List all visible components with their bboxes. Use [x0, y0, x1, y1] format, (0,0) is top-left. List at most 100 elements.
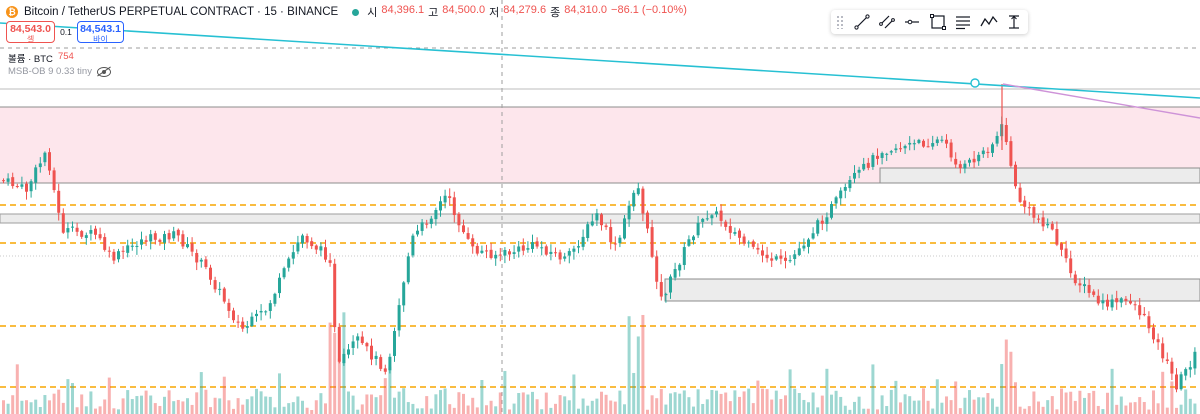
volume-bar — [181, 401, 185, 414]
buy-button[interactable]: 84,543.1 바이 — [77, 21, 124, 44]
symbol-title[interactable]: Bitcoin / TetherUS PERPETUAL CONTRACT · … — [24, 6, 339, 18]
volume-bar — [291, 402, 295, 414]
volume-bar — [945, 396, 948, 414]
trend-line-icon[interactable] — [850, 11, 873, 33]
volume-bar — [34, 399, 38, 414]
candle-body — [586, 224, 590, 239]
drag-handle-icon[interactable] — [836, 15, 844, 29]
candle-body — [172, 231, 176, 239]
price-change: −86.1 (−0.10%) — [611, 4, 687, 16]
volume-bar — [29, 402, 33, 414]
volume-bar — [153, 403, 157, 414]
candle-body — [273, 293, 277, 304]
volume-bars — [2, 312, 1197, 414]
volume-bar — [857, 396, 861, 414]
candle-body — [595, 213, 599, 221]
candle-body — [333, 263, 337, 328]
candle-body — [1188, 367, 1192, 370]
volume-bar — [2, 400, 5, 414]
volume-bar — [641, 314, 645, 414]
volume-bar — [66, 379, 70, 414]
candle-body — [227, 302, 231, 311]
volume-bar — [853, 401, 856, 414]
price-range-icon[interactable] — [1003, 11, 1026, 33]
volume-bar — [466, 405, 470, 414]
candle-body — [899, 148, 902, 150]
candle-body — [347, 349, 350, 355]
volume-bar — [701, 403, 705, 414]
volume-bar — [57, 389, 61, 414]
volume-bar — [222, 376, 226, 414]
candle-body — [590, 221, 594, 226]
candle-body — [379, 357, 383, 369]
volume-bar — [632, 372, 636, 414]
candle-body — [406, 256, 410, 283]
volume-bar — [296, 396, 300, 414]
candle-body — [816, 220, 820, 234]
volume-bar — [949, 400, 953, 414]
candle-body — [554, 252, 557, 254]
horizontal-ray-icon[interactable] — [901, 11, 924, 33]
candle-body — [655, 256, 659, 282]
candle-body — [420, 222, 424, 231]
volume-bar — [876, 409, 879, 414]
volume-bar — [494, 406, 498, 414]
volume-bar — [172, 401, 176, 414]
candle-body — [52, 170, 56, 191]
hidden-eye-icon[interactable] — [96, 66, 111, 77]
volume-bar — [770, 399, 774, 414]
rectangle-icon[interactable] — [926, 11, 949, 33]
parallel-channel-icon[interactable] — [875, 11, 898, 33]
volume-bar — [314, 400, 318, 414]
candle-body — [6, 178, 10, 182]
violet-line — [1002, 83, 1200, 119]
candle-body — [439, 201, 442, 211]
sell-button[interactable]: 84,543.0 셀 — [6, 21, 55, 44]
volume-bar — [517, 393, 521, 414]
volume-bar — [38, 407, 42, 414]
indicator-volume[interactable]: 볼륨 · BTC 754 — [8, 51, 74, 65]
candle-body — [1138, 305, 1142, 316]
volume-bar — [1000, 364, 1004, 414]
candle-body — [144, 240, 148, 242]
volume-bar — [963, 397, 967, 414]
volume-bar — [195, 392, 199, 414]
candle-body — [94, 228, 97, 235]
trend-line-handle[interactable] — [970, 78, 980, 88]
candle-body — [572, 248, 576, 252]
candle-body — [43, 152, 47, 163]
candle-body — [416, 230, 419, 235]
candle-body — [1175, 374, 1178, 390]
text-lines-icon[interactable] — [952, 11, 975, 33]
path-icon[interactable] — [977, 11, 1000, 33]
candle-body — [314, 245, 318, 250]
candle-body — [1101, 300, 1105, 304]
volume-bar — [931, 408, 935, 414]
volume-bar — [820, 395, 824, 414]
volume-bar — [761, 388, 764, 414]
candle-body — [968, 159, 971, 163]
volume-bar — [1087, 393, 1091, 414]
candle-body — [1096, 295, 1100, 304]
market-status-icon — [352, 8, 360, 16]
volume-bar — [968, 390, 971, 414]
volume-bar — [981, 397, 985, 414]
volume-bar — [742, 391, 746, 414]
candle-body — [885, 153, 889, 155]
indicator-msb-ob[interactable]: MSB-OB 9 0.33 tiny — [8, 66, 111, 77]
candle-body — [577, 246, 580, 248]
candle-body — [563, 256, 567, 259]
volume-bar — [383, 378, 387, 414]
volume-bar — [1193, 403, 1197, 414]
candle-body — [747, 242, 751, 244]
candle-body — [34, 167, 38, 183]
candle-body — [411, 235, 415, 256]
candle-body — [1147, 316, 1151, 329]
volume-bar — [687, 397, 691, 414]
candle-body — [434, 209, 438, 220]
candle-body — [1110, 299, 1114, 308]
volume-bar — [972, 399, 976, 414]
volume-bar — [1147, 409, 1151, 414]
candle-body — [462, 225, 465, 233]
